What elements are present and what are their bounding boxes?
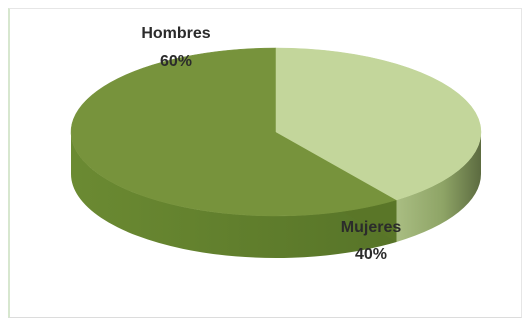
- pie-labels: Hombres 60% Mujeres 40%: [141, 25, 401, 263]
- pie-tops: [70, 47, 482, 217]
- pie-side-hombres: [71, 132, 397, 259]
- slice-label-hombres-value: 60%: [160, 53, 192, 70]
- slice-label-mujeres-value: 40%: [355, 246, 387, 263]
- slice-label-hombres-name: Hombres: [141, 25, 210, 42]
- pie-side-mujeres: [396, 132, 481, 242]
- pie-slice-mujeres: [275, 47, 482, 201]
- pie-slice-hombres: [70, 47, 398, 217]
- slice-label-mujeres-name: Mujeres: [341, 219, 402, 236]
